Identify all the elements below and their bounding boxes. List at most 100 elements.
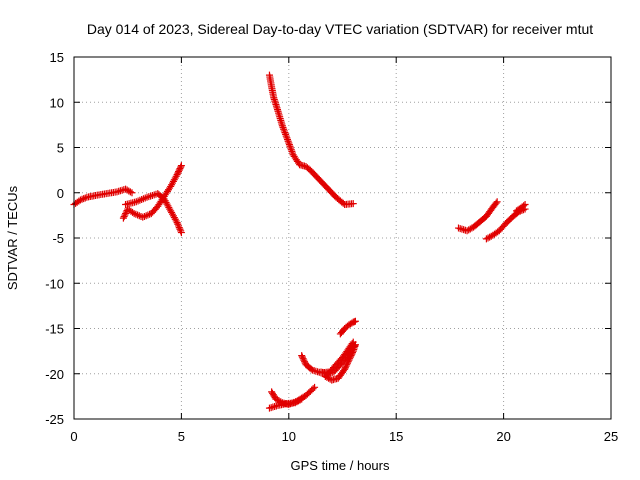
x-tick-label: 10 bbox=[282, 429, 296, 444]
data-marks bbox=[70, 71, 529, 412]
data-point-marker bbox=[80, 195, 88, 203]
data-point-marker bbox=[287, 146, 295, 154]
data-point-marker bbox=[343, 353, 351, 361]
x-axis-label: GPS time / hours bbox=[291, 458, 390, 473]
data-point-marker bbox=[300, 356, 308, 364]
data-point-marker bbox=[309, 385, 317, 393]
data-point-marker bbox=[278, 122, 286, 130]
data-point-marker bbox=[298, 352, 306, 360]
chart-title: Day 014 of 2023, Sidereal Day-to-day VTE… bbox=[87, 21, 593, 37]
series-arc-3 bbox=[119, 162, 185, 222]
data-point-marker bbox=[282, 130, 290, 138]
x-tick-label: 0 bbox=[70, 429, 77, 444]
y-tick-label: -5 bbox=[52, 231, 64, 246]
y-tick-label: -10 bbox=[45, 276, 64, 291]
data-point-marker bbox=[177, 227, 185, 235]
data-point-marker bbox=[344, 352, 352, 360]
series-arc-6 bbox=[265, 395, 306, 412]
y-tick-label: -25 bbox=[45, 412, 64, 427]
data-point-marker bbox=[311, 383, 319, 391]
y-tick-label: -20 bbox=[45, 367, 64, 382]
data-point-marker bbox=[134, 211, 142, 219]
series-arc-13 bbox=[512, 201, 529, 215]
data-point-marker bbox=[119, 214, 127, 222]
x-tick-label: 20 bbox=[496, 429, 510, 444]
data-point-marker bbox=[345, 349, 353, 357]
data-point-marker bbox=[122, 210, 130, 218]
y-tick-label: -15 bbox=[45, 322, 64, 337]
data-point-marker bbox=[174, 169, 182, 177]
y-tick-label: 0 bbox=[57, 186, 64, 201]
data-point-marker bbox=[279, 123, 287, 131]
series-arc-4 bbox=[265, 71, 357, 209]
data-point-marker bbox=[175, 224, 183, 232]
data-point-marker bbox=[177, 162, 185, 170]
data-point-marker bbox=[288, 149, 296, 157]
data-point-marker bbox=[125, 187, 133, 195]
data-point-marker bbox=[121, 211, 129, 219]
data-point-marker bbox=[174, 220, 182, 228]
axis-ticks: 15 10 5 0 -5 -10 -15 -20 -25 0 5 10 15 20 25 bbox=[45, 50, 618, 444]
data-point-marker bbox=[287, 144, 295, 152]
data-point-marker bbox=[285, 141, 293, 149]
data-point-marker bbox=[299, 355, 307, 363]
data-point-marker bbox=[296, 396, 304, 404]
data-point-marker bbox=[139, 213, 147, 221]
series-arc-10 bbox=[336, 317, 359, 338]
data-point-marker bbox=[140, 212, 148, 220]
data-point-marker bbox=[173, 171, 181, 179]
data-point-marker bbox=[343, 361, 351, 369]
data-point-marker bbox=[286, 142, 294, 150]
data-point-marker bbox=[144, 211, 152, 219]
data-point-marker bbox=[172, 172, 180, 180]
y-tick-label: 10 bbox=[50, 95, 64, 110]
x-tick-label: 15 bbox=[389, 429, 403, 444]
series-arc-1 bbox=[70, 185, 136, 209]
data-point-marker bbox=[175, 168, 183, 176]
y-tick-label: 5 bbox=[57, 141, 64, 156]
x-tick-label: 25 bbox=[604, 429, 618, 444]
data-point-marker bbox=[132, 210, 140, 218]
data-point-marker bbox=[281, 129, 289, 137]
x-tick-label: 5 bbox=[178, 429, 185, 444]
data-point-marker bbox=[173, 219, 181, 227]
data-point-marker bbox=[342, 362, 350, 370]
data-point-marker bbox=[172, 217, 180, 225]
data-point-marker bbox=[298, 353, 306, 361]
data-point-marker bbox=[301, 358, 309, 366]
data-point-marker bbox=[81, 194, 89, 202]
data-point-marker bbox=[177, 163, 185, 171]
series-arc-11 bbox=[454, 198, 501, 235]
data-point-marker bbox=[351, 317, 359, 325]
series-arc-9 bbox=[317, 341, 359, 378]
data-point-marker bbox=[285, 139, 293, 147]
data-point-marker bbox=[349, 200, 357, 208]
data-point-marker bbox=[142, 212, 150, 220]
data-point-marker bbox=[284, 136, 292, 144]
data-point-marker bbox=[175, 166, 183, 174]
data-point-marker bbox=[78, 195, 86, 203]
data-point-marker bbox=[339, 199, 347, 207]
y-tick-label: 15 bbox=[50, 50, 64, 65]
data-point-marker bbox=[280, 127, 288, 135]
data-point-marker bbox=[493, 198, 501, 206]
data-point-marker bbox=[345, 350, 353, 358]
data-point-marker bbox=[288, 147, 296, 155]
data-point-marker bbox=[76, 196, 84, 204]
data-point-marker bbox=[307, 365, 315, 373]
data-point-marker bbox=[282, 132, 290, 140]
data-point-marker bbox=[284, 137, 292, 145]
data-point-marker bbox=[341, 364, 349, 372]
data-point-marker bbox=[521, 201, 529, 209]
data-point-marker bbox=[175, 222, 183, 230]
y-axis-label: SDTVAR / TECUs bbox=[5, 185, 20, 290]
data-point-marker bbox=[283, 134, 291, 142]
data-point-marker bbox=[176, 225, 184, 233]
data-point-marker bbox=[520, 202, 528, 210]
data-point-marker bbox=[341, 365, 349, 373]
data-point-marker bbox=[351, 341, 359, 349]
data-point-marker bbox=[350, 342, 358, 350]
data-point-marker bbox=[176, 165, 184, 173]
data-point-marker bbox=[128, 189, 136, 197]
